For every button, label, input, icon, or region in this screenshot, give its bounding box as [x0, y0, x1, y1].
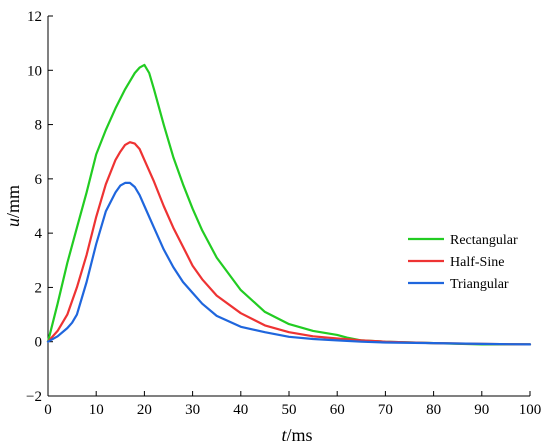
- y-tick-label: 12: [27, 9, 42, 25]
- x-tick-label: 100: [519, 402, 542, 418]
- y-tick-label: 6: [35, 172, 43, 188]
- y-tick-label: 8: [35, 118, 43, 134]
- y-tick-label: −2: [26, 389, 42, 405]
- y-axis-title-var: u: [3, 218, 23, 227]
- y-axis-title: u/mm: [3, 185, 23, 227]
- y-tick-label: 4: [35, 226, 43, 242]
- legend: Rectangular Half-Sine Triangular: [408, 233, 518, 292]
- x-tick-label: 20: [137, 402, 152, 418]
- x-axis-title: t/ms: [281, 425, 312, 445]
- y-tick-label: 2: [35, 280, 43, 296]
- x-tick-label: 50: [282, 402, 297, 418]
- x-axis-title-var: t: [281, 425, 287, 445]
- x-tick-label: 0: [44, 402, 52, 418]
- legend-label: Half-Sine: [450, 255, 504, 270]
- x-tick-label: 40: [233, 402, 248, 418]
- y-tick-label: 0: [35, 335, 43, 351]
- x-tick-label: 60: [330, 402, 345, 418]
- x-tick-label: 30: [185, 402, 200, 418]
- y-tick-label: 10: [27, 63, 42, 79]
- series-line-rectangular: [46, 63, 532, 346]
- x-tick-label: 10: [89, 402, 104, 418]
- series-line-half-sine: [46, 141, 532, 346]
- x-tick-label: 90: [474, 402, 489, 418]
- x-tick-label: 70: [378, 402, 393, 418]
- x-tick-label: 80: [426, 402, 441, 418]
- x-axis-title-unit: /ms: [287, 425, 313, 445]
- series-line-triangular: [46, 181, 532, 346]
- legend-label: Triangular: [450, 277, 509, 292]
- legend-label: Rectangular: [450, 233, 518, 248]
- y-axis-title-unit: /mm: [3, 185, 23, 218]
